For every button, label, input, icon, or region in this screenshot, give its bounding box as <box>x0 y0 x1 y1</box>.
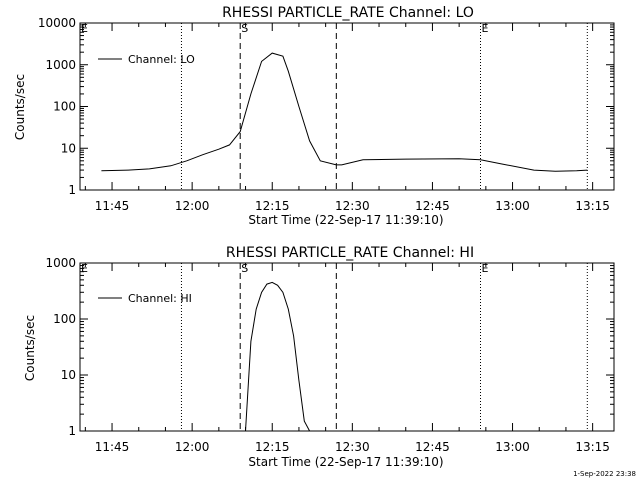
x-tick-label: 11:45 <box>95 440 130 454</box>
x-tick-label: 13:15 <box>575 440 610 454</box>
event-marker-e: E <box>81 262 88 275</box>
x-tick-label: 13:15 <box>575 199 610 213</box>
chart-title: RHESSI PARTICLE_RATE Channel: HI <box>226 245 474 261</box>
legend-entry: Channel: HI <box>128 292 192 305</box>
x-tick-label: 12:00 <box>175 440 210 454</box>
x-tick-label: 12:15 <box>255 440 290 454</box>
y-tick-label: 10000 <box>38 16 76 30</box>
y-tick-label: 10 <box>61 141 76 155</box>
y-tick-label: 1 <box>68 424 76 438</box>
x-tick-label: 12:30 <box>335 199 370 213</box>
x-tick-label: 13:00 <box>495 199 530 213</box>
y-tick-label: 100 <box>53 100 76 114</box>
chart-panel-hi: RHESSI PARTICLE_RATE Channel: HI Counts/… <box>23 245 615 469</box>
x-axis-label: Start Time (22-Sep-17 11:39:10) <box>248 455 443 469</box>
legend-entry: Channel: LO <box>128 53 195 66</box>
event-marker-s: S <box>241 22 248 35</box>
y-tick-label: 1000 <box>45 58 76 72</box>
y-tick-label: 1 <box>68 183 76 197</box>
x-tick-label: 12:30 <box>335 440 370 454</box>
y-axis-label: Counts/sec <box>13 74 27 140</box>
series-line <box>101 52 588 172</box>
chart-title: RHESSI PARTICLE_RATE Channel: LO <box>222 5 474 21</box>
event-marker-e: E <box>482 22 489 35</box>
series-line <box>245 281 311 432</box>
x-tick-label: 12:45 <box>415 199 450 213</box>
chart-panel-lo: RHESSI PARTICLE_RATE Channel: LO Counts/… <box>13 5 615 227</box>
y-axis-label: Counts/sec <box>23 315 37 381</box>
plot-frame <box>79 262 615 432</box>
x-axis-label: Start Time (22-Sep-17 11:39:10) <box>248 213 443 227</box>
x-tick-label: 12:15 <box>255 199 290 213</box>
x-tick-label: 13:00 <box>495 440 530 454</box>
y-tick-label: 1000 <box>45 256 76 270</box>
x-tick-label: 12:00 <box>175 199 210 213</box>
x-tick-label: 11:45 <box>95 199 130 213</box>
footer-timestamp: 1-Sep-2022 23:38 <box>573 470 636 478</box>
y-tick-label: 10 <box>61 368 76 382</box>
plot-frame <box>79 22 615 191</box>
event-marker-s: S <box>241 262 248 275</box>
y-tick-label: 100 <box>53 312 76 326</box>
x-tick-label: 12:45 <box>415 440 450 454</box>
event-marker-e: E <box>81 22 88 35</box>
event-marker-e: E <box>482 262 489 275</box>
